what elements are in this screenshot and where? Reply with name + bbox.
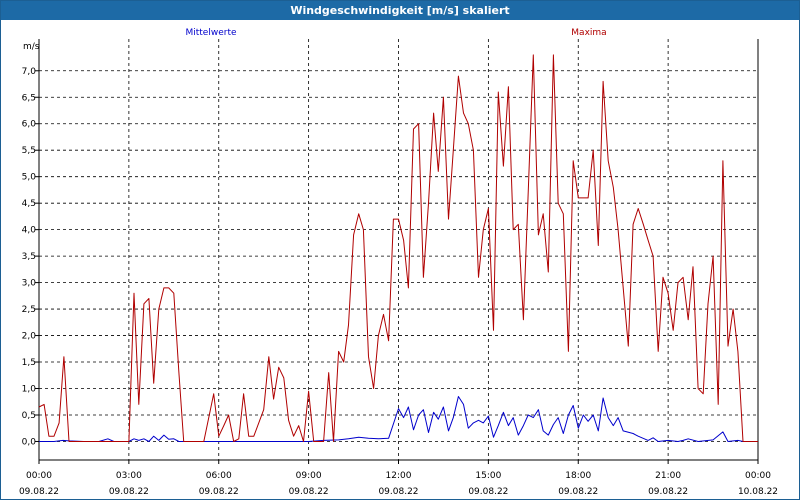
y-tick-label: 2,0 [22, 332, 37, 342]
y-tick-label: 3,0 [22, 279, 37, 289]
x-tick-time-label: 06:00 [206, 471, 232, 481]
x-tick-time-label: 18:00 [565, 471, 591, 481]
x-tick-time-label: 03:00 [116, 471, 142, 481]
x-tick-time-label: 12:00 [386, 471, 412, 481]
y-tick-label: 5,0 [22, 173, 37, 183]
y-tick-label: 1,5 [22, 358, 36, 368]
x-tick-date-label: 09.08.22 [648, 487, 688, 497]
x-tick-date-label: 09.08.22 [109, 487, 149, 497]
y-axis-unit-label: m/s [23, 42, 40, 52]
y-tick-label: 5,5 [22, 146, 36, 156]
x-tick-time-label: 21:00 [655, 471, 681, 481]
axes [35, 39, 759, 464]
axis-labels: 0,0 0,5 1,0 1,5 2,0 2,5 3,0 3,5 4,0 4,5 5,0 5,5 6,0 6… [19, 28, 778, 497]
x-tick-time-label: 15:00 [475, 471, 501, 481]
legend-label-mittelwerte: Mittelwerte [185, 28, 236, 38]
x-tick-date-label: 09.08.22 [468, 487, 508, 497]
grid-lines [39, 39, 758, 460]
series-line-mittelwerte [39, 396, 758, 442]
y-tick-label: 6,5 [22, 93, 36, 103]
x-tick-date-label: 09.08.22 [378, 487, 418, 497]
y-tick-label: 3,5 [22, 252, 36, 262]
x-tick-date-label: 09.08.22 [558, 487, 598, 497]
x-tick-date-label: 10.08.22 [738, 487, 778, 497]
x-tick-time-label: 00:00 [26, 471, 52, 481]
y-tick-label: 0,5 [22, 411, 36, 421]
y-tick-label: 4,5 [22, 199, 36, 209]
x-tick-date-label: 09.08.22 [199, 487, 239, 497]
y-tick-label: 7,0 [22, 67, 37, 77]
x-tick-date-label: 09.08.22 [289, 487, 329, 497]
y-tick-label: 2,5 [22, 305, 36, 315]
x-tick-date-label: 09.08.22 [19, 487, 59, 497]
y-tick-label: 0,0 [22, 437, 37, 447]
y-tick-label: 6,0 [22, 120, 37, 130]
x-tick-time-label: 09:00 [296, 471, 322, 481]
legend-label-maxima: Maxima [571, 28, 606, 38]
y-tick-label: 1,0 [22, 385, 37, 395]
series-lines [38, 54, 758, 442]
x-tick-time-label: 00:00 [745, 471, 771, 481]
y-tick-label: 4,0 [22, 226, 37, 236]
series-line-maxima [38, 54, 758, 442]
chart-title: Windgeschwindigkeit [m/s] skaliert [1, 1, 799, 20]
